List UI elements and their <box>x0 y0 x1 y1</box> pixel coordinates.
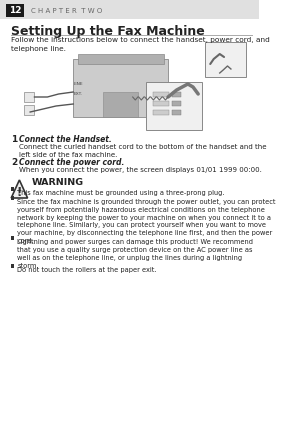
Text: LINE: LINE <box>73 82 83 86</box>
FancyBboxPatch shape <box>11 264 14 268</box>
Text: Since the fax machine is grounded through the power outlet, you can protect
your: Since the fax machine is grounded throug… <box>17 199 276 244</box>
Text: Connect the power cord.: Connect the power cord. <box>19 158 124 167</box>
FancyBboxPatch shape <box>11 236 14 240</box>
FancyBboxPatch shape <box>77 54 164 64</box>
Text: Setting Up the Fax Machine: Setting Up the Fax Machine <box>11 25 205 38</box>
Text: 12: 12 <box>9 6 21 15</box>
Text: When you connect the power, the screen displays 01/01 1999 00:00.: When you connect the power, the screen d… <box>19 167 262 173</box>
FancyBboxPatch shape <box>146 82 203 130</box>
FancyBboxPatch shape <box>11 42 247 132</box>
FancyBboxPatch shape <box>153 101 169 106</box>
Text: !: ! <box>17 186 22 198</box>
Text: Follow the instructions below to connect the handset, power cord, and
telephone : Follow the instructions below to connect… <box>11 37 270 51</box>
FancyBboxPatch shape <box>24 92 34 102</box>
Text: WARNING: WARNING <box>32 178 84 187</box>
Text: Do not touch the rollers at the paper exit.: Do not touch the rollers at the paper ex… <box>17 267 157 273</box>
Text: C H A P T E R  T W O: C H A P T E R T W O <box>31 8 102 14</box>
FancyBboxPatch shape <box>24 105 34 115</box>
Text: Connect the Handset.: Connect the Handset. <box>19 135 112 144</box>
Text: Lightning and power surges can damage this product! We recommend
that you use a : Lightning and power surges can damage th… <box>17 239 253 269</box>
FancyBboxPatch shape <box>6 4 24 17</box>
Text: 1: 1 <box>11 135 17 144</box>
FancyBboxPatch shape <box>153 92 169 97</box>
FancyBboxPatch shape <box>153 110 169 115</box>
FancyBboxPatch shape <box>172 92 181 97</box>
Text: This fax machine must be grounded using a three-prong plug.: This fax machine must be grounded using … <box>17 190 225 196</box>
FancyBboxPatch shape <box>172 110 181 115</box>
FancyBboxPatch shape <box>0 0 259 19</box>
FancyBboxPatch shape <box>103 92 138 117</box>
FancyBboxPatch shape <box>11 187 14 190</box>
FancyBboxPatch shape <box>172 101 181 106</box>
FancyBboxPatch shape <box>205 42 246 77</box>
FancyBboxPatch shape <box>11 196 14 200</box>
Polygon shape <box>11 180 28 198</box>
Text: 2: 2 <box>11 158 17 167</box>
Text: Connect the curled handset cord to the bottom of the handset and the
left side o: Connect the curled handset cord to the b… <box>19 144 266 158</box>
Text: EXT.: EXT. <box>73 92 83 96</box>
FancyBboxPatch shape <box>73 59 168 117</box>
